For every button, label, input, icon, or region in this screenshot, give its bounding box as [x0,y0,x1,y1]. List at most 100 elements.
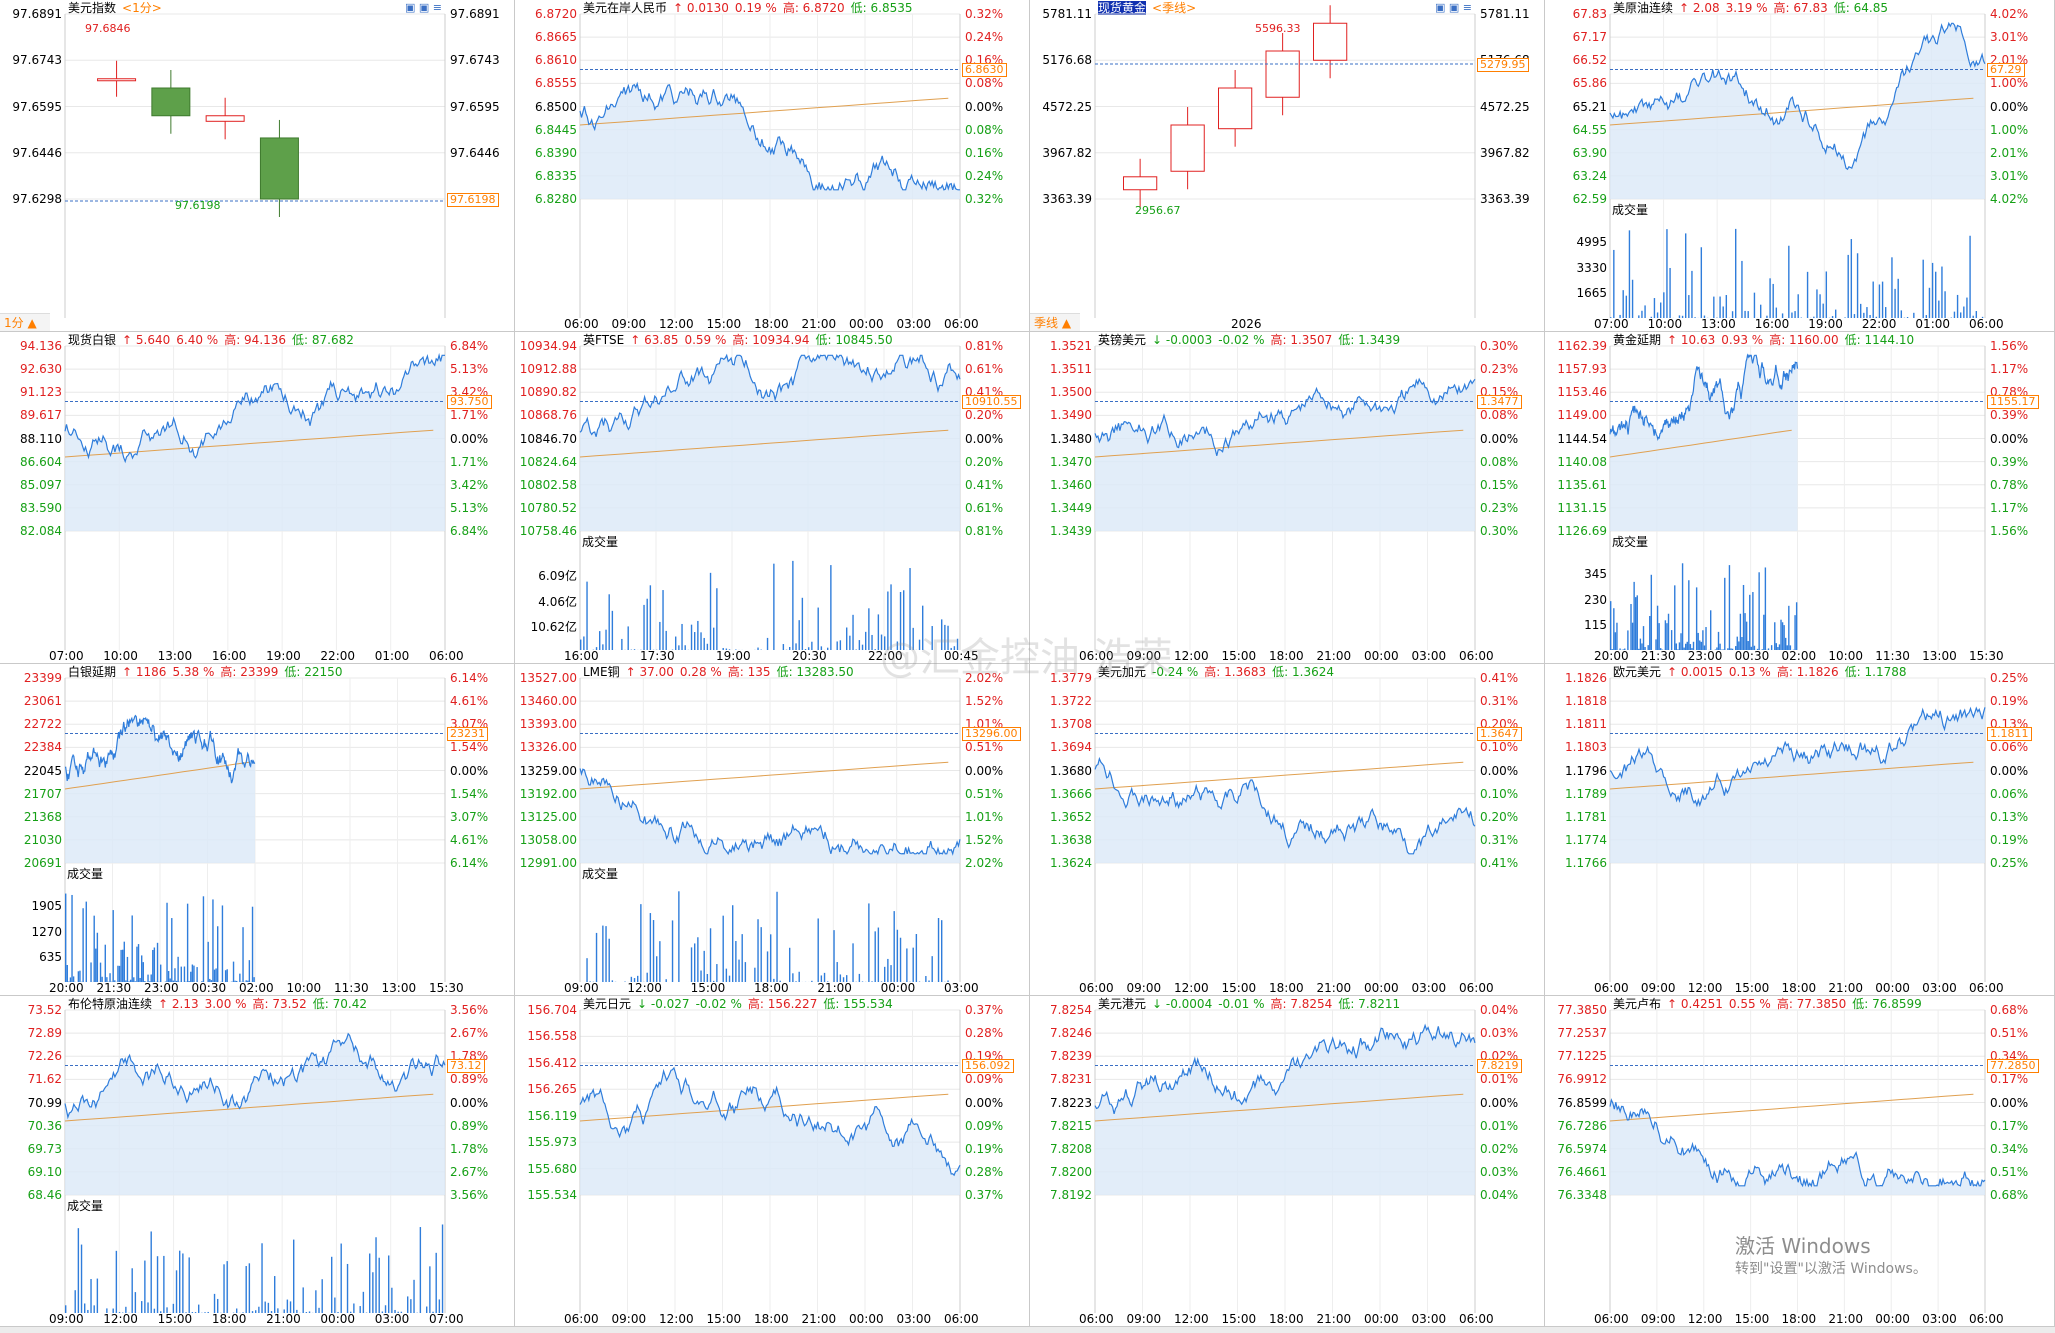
price-chart[interactable] [515,664,1030,996]
price-line [64,1032,446,1120]
price-chart[interactable] [0,996,515,1327]
price-axis-label: 10780.52 [519,500,577,515]
volume-bar [766,637,769,650]
volume-bar [1717,631,1720,650]
volume-bar [1700,641,1703,650]
volume-bar [182,1253,184,1313]
price-chart[interactable] [515,332,1030,664]
price-chart[interactable] [1545,996,2055,1327]
volume-bar [369,1253,371,1313]
time-axis-label: 00:00 [320,1312,356,1326]
panel-spot-gold-quarterly[interactable]: 现货黄金 <季线> ▣ ▣ ≡ 5781.11 5176.68 4572.25 3967.8… [1030,0,1545,332]
panel-toolbar-icons[interactable]: ▣ ▣ ≡ [1435,1,1472,14]
price-chart[interactable] [1545,332,2055,664]
volume-bar [375,1237,377,1313]
price-chart[interactable] [1030,664,1545,996]
volume-bar [903,590,905,650]
volume-bar [662,590,664,650]
time-axis-label: 12:00 [1174,981,1209,995]
volume-bar [1744,310,1746,318]
percent-axis-label: 0.06% [1990,740,2029,755]
price-chart[interactable] [0,332,515,664]
volume-bar [1744,613,1746,650]
volume-bar [248,1263,251,1313]
volume-bar [117,965,119,982]
percent-axis-label: 0.08% [965,76,1004,91]
volume-bar [340,1243,342,1313]
price-axis-label: 71.62 [27,1072,62,1087]
percent-axis-label: 0.04% [1480,1188,1519,1202]
price-axis-label: 7.8239 [1050,1049,1092,1064]
volume-bar [884,636,886,650]
volume-bar [1944,291,1946,318]
volume-bar [1692,641,1695,650]
volume-bar [65,893,67,982]
percent-axis-label: 0.19% [965,1141,1004,1156]
volume-bar [1719,643,1721,650]
panel-silver-deferred[interactable]: 白银延期 ↑ 1186 5.38 % 高: 23399 低: 22150 23399 230… [0,664,515,996]
period-selector[interactable]: 季线 ▲ [1030,313,1080,331]
percent-axis-label: 2.02% [965,856,1004,870]
percent-change: 0.13 % [1728,665,1771,679]
panel-toolbar-icons[interactable]: ▣ ▣ ≡ [405,1,442,14]
price-axis-label: 156.265 [527,1082,577,1097]
panel-lme-copper[interactable]: LME铜 ↑ 37.00 0.28 % 高: 135 低: 13283.50 13527.… [515,664,1030,996]
volume-bar [198,1304,200,1313]
percent-axis-label: 0.51% [965,740,1004,755]
percent-axis-label: 0.41% [1480,856,1519,870]
volume-bar [789,947,791,982]
price-chart[interactable] [0,664,515,996]
volume-bar [245,1266,247,1313]
volume-bar [99,962,102,982]
volume-bar [1913,312,1915,318]
price-axis-label: 5781.11 [1042,7,1092,21]
panel-usd-index[interactable]: 美元指数 <1分> ▣ ▣ ≡ 97.6891 97.6743 97.6595 97.644… [0,0,515,332]
price-chart[interactable] [1545,664,2055,996]
percent-axis-label: 3.56% [450,1003,489,1017]
time-axis-label: 09:00 [1126,981,1162,995]
panel-usd-cnh[interactable]: 美元在岸人民币 ↑ 0.0130 0.19 % 高: 6.8720 低: 6.8535 6… [515,0,1030,332]
percent-axis-label: 0.08% [965,122,1004,137]
price-chart[interactable] [1030,0,1545,332]
volume-bar [106,1308,108,1313]
price-chart[interactable] [1030,332,1545,664]
last-price-marker: 1155.17 [1987,394,2039,409]
high-value: 高: 10934.94 [732,333,810,347]
panel-spot-silver[interactable]: 现货白银 ↑ 5.640 6.40 % 高: 94.136 低: 87.682 94.13… [0,332,515,664]
panel-brent-crude-cont[interactable]: 布伦特原油连续 ↑ 2.13 3.00 % 高: 73.52 低: 70.42 73.52… [0,996,515,1327]
time-axis-label: 12:00 [627,981,662,995]
panel-gbp-usd[interactable]: 英镑美元 ↓ -0.0003 -0.02 % 高: 1.3507 低: 1.3439 1.… [1030,332,1545,664]
period-selector[interactable]: 1分 ▲ [0,313,50,331]
panel-usd-cad[interactable]: 美元加元 -0.24 % 高: 1.3683 低: 1.3624 1.3779 1.372… [1030,664,1545,996]
panel-us-crude-cont[interactable]: 美原油连续 ↑ 2.08 3.19 % 高: 67.83 低: 64.85 67.83 67… [1545,0,2055,332]
percent-axis-label: 1.00% [1990,76,2029,91]
time-axis-label: 20:00 [49,981,84,995]
high-value: 高: 1.1826 [1776,665,1839,679]
panel-usd-hkd[interactable]: 美元港元 ↓ -0.0004 -0.01 % 高: 7.8254 低: 7.8211 7.… [1030,996,1545,1327]
volume-bar [678,891,680,982]
price-axis-label: 65.86 [1572,76,1607,91]
volume-bar [760,927,762,982]
panel-header: 美元卢布 ↑ 0.4251 0.55 % 高: 77.3850 低: 76.8599 [1613,996,2054,1012]
volume-bar [226,1261,228,1313]
panel-usd-jpy[interactable]: 美元日元 ↓ -0.027 -0.02 % 高: 156.227 低: 155.534 1… [515,996,1030,1327]
panel-gold-deferred[interactable]: 黄金延期 ↑ 10.63 0.93 % 高: 1160.00 低: 1144.10 116… [1545,332,2055,664]
price-chart[interactable] [515,0,1030,332]
price-chart[interactable] [1545,0,2055,332]
price-chart[interactable] [1030,996,1545,1327]
volume-bar [378,1257,380,1313]
price-change: ↓ -0.0004 [1152,997,1213,1011]
last-price-marker: 23231 [447,726,488,741]
volume-bar [248,960,251,982]
volume-bar [716,588,718,650]
price-chart[interactable] [515,996,1030,1327]
percent-axis-label: 4.02% [1990,192,2029,206]
volume-bar [732,905,734,982]
time-axis-label: 22:00 [320,649,356,663]
volume-bar [586,958,588,982]
price-axis-label: 7.8215 [1050,1118,1092,1133]
panel-uk-ftse[interactable]: 英FTSE ↑ 63.85 0.59 % 高: 10934.94 低: 10845.50… [515,332,1030,664]
percent-axis-label: 97.6743 [450,53,500,68]
price-chart[interactable] [0,0,515,332]
panel-eur-usd[interactable]: 欧元美元 ↑ 0.0015 0.13 % 高: 1.1826 低: 1.1788 1.18… [1545,664,2055,996]
